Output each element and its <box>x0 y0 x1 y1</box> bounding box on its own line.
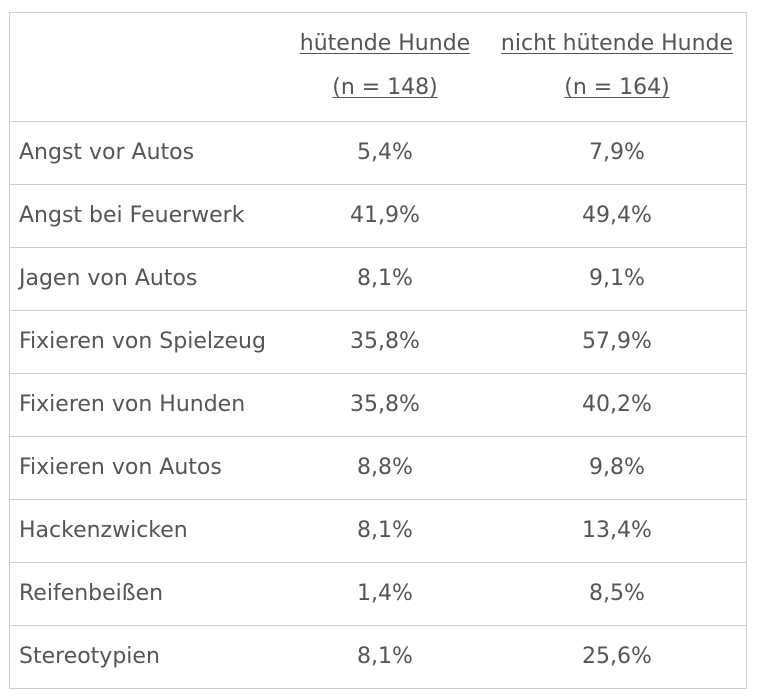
row-label: Angst vor Autos <box>19 140 195 165</box>
cell-non-herding: 13,4% <box>582 518 652 543</box>
cell-non-herding: 7,9% <box>589 140 645 165</box>
row-label: Reifenbeißen <box>19 581 164 606</box>
table-row: Angst vor Autos 5,4% 7,9% <box>10 122 746 185</box>
table-row: Fixieren von Spielzeug 35,8% 57,9% <box>10 311 746 374</box>
table-row: Fixieren von Hunden 35,8% 40,2% <box>10 374 746 437</box>
row-label: Jagen von Autos <box>19 266 198 291</box>
cell-non-herding: 8,5% <box>589 581 645 606</box>
comparison-table: hütende Hunde (n = 148) nicht hütende Hu… <box>9 12 747 689</box>
table-row: Jagen von Autos 8,1% 9,1% <box>10 248 746 311</box>
table-row: Stereotypien 8,1% 25,6% <box>10 626 746 689</box>
cell-herding: 8,1% <box>357 518 413 543</box>
column-header-title: hütende Hunde <box>299 31 471 56</box>
column-header-sample-size: (n = 148) <box>332 75 438 100</box>
column-header-herding-dogs: hütende Hunde (n = 148) <box>290 13 480 121</box>
table-row: Hackenzwicken 8,1% 13,4% <box>10 500 746 563</box>
cell-non-herding: 40,2% <box>582 392 652 417</box>
cell-herding: 35,8% <box>350 392 420 417</box>
row-label: Stereotypien <box>19 644 160 669</box>
column-header-title: nicht hütende Hunde <box>500 31 734 56</box>
row-label: Fixieren von Autos <box>19 455 222 480</box>
column-header-sample-size: (n = 164) <box>564 75 670 100</box>
table-row: Angst bei Feuerwerk 41,9% 49,4% <box>10 185 746 248</box>
row-label: Angst bei Feuerwerk <box>19 203 245 228</box>
cell-herding: 41,9% <box>350 203 420 228</box>
row-label: Fixieren von Spielzeug <box>19 329 266 354</box>
cell-herding: 35,8% <box>350 329 420 354</box>
cell-non-herding: 9,8% <box>589 455 645 480</box>
table-row: Fixieren von Autos 8,8% 9,8% <box>10 437 746 500</box>
column-header-non-herding-dogs: nicht hütende Hunde (n = 164) <box>490 13 744 121</box>
cell-non-herding: 57,9% <box>582 329 652 354</box>
cell-herding: 8,1% <box>357 644 413 669</box>
table-header-row: hütende Hunde (n = 148) nicht hütende Hu… <box>10 13 746 122</box>
cell-herding: 5,4% <box>357 140 413 165</box>
row-label: Hackenzwicken <box>19 518 188 543</box>
cell-non-herding: 25,6% <box>582 644 652 669</box>
table-row: Reifenbeißen 1,4% 8,5% <box>10 563 746 626</box>
cell-herding: 1,4% <box>357 581 413 606</box>
row-label: Fixieren von Hunden <box>19 392 246 417</box>
cell-non-herding: 9,1% <box>589 266 645 291</box>
cell-herding: 8,8% <box>357 455 413 480</box>
cell-non-herding: 49,4% <box>582 203 652 228</box>
cell-herding: 8,1% <box>357 266 413 291</box>
